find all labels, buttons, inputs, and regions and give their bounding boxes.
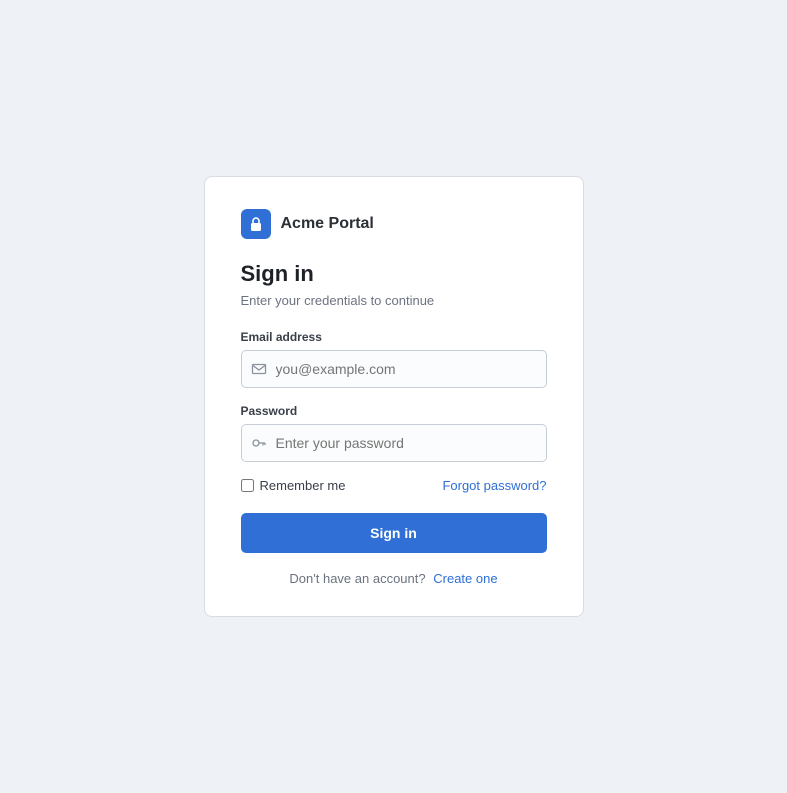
email-label: Email address: [240, 330, 322, 344]
signup-prompt: Don't have an account? Create one: [241, 571, 547, 586]
password-field-group: Password: [240, 404, 547, 462]
brand-name: Acme Portal: [280, 215, 374, 232]
password-input-wrap: [240, 424, 547, 462]
page-subtitle: Enter your credentials to continue: [240, 293, 435, 308]
sign-in-button[interactable]: Sign in: [240, 513, 547, 553]
forgot-password-link[interactable]: Forgot password?: [442, 478, 547, 493]
remember-me-checkbox[interactable]: [240, 479, 254, 492]
page-title: Sign in: [240, 261, 314, 286]
lock-icon-svg: [250, 217, 261, 231]
create-account-link[interactable]: Create one: [433, 571, 498, 586]
lock-icon: [240, 209, 271, 239]
signup-prompt-text: Don't have an account?: [289, 571, 426, 586]
mail-icon: [251, 363, 266, 375]
options-row: Remember me Forgot password?: [240, 478, 547, 493]
remember-me-label: Remember me: [259, 478, 346, 493]
key-icon: [251, 439, 266, 447]
password-label: Password: [240, 404, 298, 418]
remember-me[interactable]: Remember me: [240, 478, 346, 493]
password-input[interactable]: [240, 424, 547, 462]
email-input[interactable]: [240, 350, 547, 388]
email-input-wrap: [240, 350, 547, 388]
email-field-group: Email address: [240, 330, 547, 388]
brand: Acme Portal: [240, 209, 547, 239]
login-card: Acme Portal Sign in Enter your credentia…: [203, 176, 584, 617]
